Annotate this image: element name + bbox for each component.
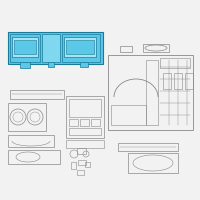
Bar bbox=[71, 162, 76, 169]
Bar bbox=[85, 162, 90, 167]
Bar bbox=[64, 37, 96, 57]
Bar bbox=[69, 119, 78, 126]
Bar bbox=[77, 170, 84, 175]
Bar bbox=[143, 44, 169, 52]
Bar bbox=[185, 73, 193, 89]
Bar bbox=[66, 40, 94, 54]
Bar bbox=[120, 46, 132, 52]
Bar bbox=[62, 34, 100, 62]
Bar bbox=[8, 150, 60, 164]
Bar bbox=[80, 119, 89, 126]
Bar bbox=[118, 143, 178, 151]
Bar bbox=[8, 32, 103, 64]
Bar bbox=[128, 153, 178, 173]
Bar bbox=[69, 128, 101, 135]
Bar bbox=[174, 73, 182, 89]
Bar bbox=[78, 160, 86, 165]
Bar bbox=[146, 60, 158, 125]
Bar bbox=[20, 62, 30, 68]
Bar bbox=[42, 34, 60, 62]
Bar bbox=[69, 99, 101, 117]
Bar bbox=[163, 73, 171, 89]
Bar bbox=[48, 62, 54, 67]
Bar bbox=[160, 58, 190, 68]
Bar bbox=[108, 55, 193, 130]
Bar bbox=[8, 135, 54, 147]
Bar bbox=[66, 96, 104, 138]
Bar bbox=[66, 140, 104, 148]
Bar bbox=[111, 105, 146, 125]
Bar bbox=[14, 40, 36, 54]
Bar bbox=[10, 90, 64, 99]
Bar bbox=[12, 37, 38, 57]
Bar bbox=[10, 34, 40, 62]
Bar bbox=[80, 62, 88, 67]
Bar bbox=[77, 148, 86, 154]
Bar bbox=[8, 103, 46, 131]
Bar bbox=[91, 119, 100, 126]
